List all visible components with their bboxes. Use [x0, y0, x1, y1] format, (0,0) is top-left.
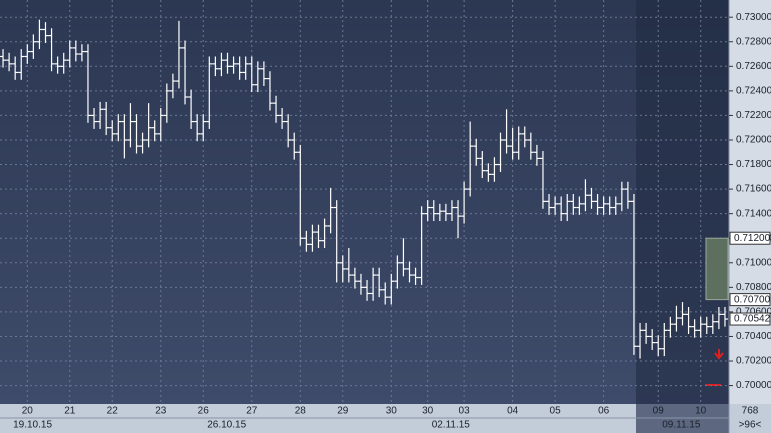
- x-tick-label: 05: [550, 406, 562, 417]
- y-tick-label: 0.70600: [736, 307, 771, 318]
- x-tick-label: 30: [422, 406, 434, 417]
- date-label: 19.10.15: [13, 420, 52, 431]
- alert-arrow: [714, 349, 724, 360]
- scale-info: 768: [742, 406, 759, 417]
- y-tick-label: 0.72600: [736, 61, 771, 72]
- y-tick-label: 0.70000: [736, 380, 771, 391]
- x-tick-label: 09: [653, 406, 665, 417]
- y-tick-label: 0.71600: [736, 184, 771, 195]
- y-tick-label: 0.72000: [736, 135, 771, 146]
- y-tick-label: 0.72400: [736, 86, 771, 97]
- price-axis-panel: [729, 0, 771, 404]
- plot-background: [0, 0, 729, 404]
- last-price-label: 0.70542: [734, 314, 771, 325]
- date-label: 02.11.15: [432, 420, 471, 431]
- x-tick-label: 03: [459, 406, 471, 417]
- marker-zone: [705, 237, 729, 301]
- x-tick-label: 29: [337, 406, 349, 417]
- x-tick-label: 20: [22, 406, 34, 417]
- date-label: 09.11.15: [662, 420, 701, 431]
- x-tick-label: 04: [507, 406, 519, 417]
- x-tick-label: 06: [598, 406, 610, 417]
- y-tick-label: 0.72200: [736, 110, 771, 121]
- marker-label-box: [729, 293, 771, 307]
- date-label: 26.10.15: [207, 420, 246, 431]
- scale-info: >96<: [739, 420, 762, 431]
- x-tick-label: 28: [295, 406, 307, 417]
- y-tick-label: 0.71800: [736, 159, 771, 170]
- x-tick-label: 27: [246, 406, 258, 417]
- marker-label: 0.71200: [734, 233, 771, 244]
- marker-label-box: [729, 231, 771, 245]
- x-tick-label: 26: [198, 406, 210, 417]
- alert-icons: [705, 349, 724, 386]
- y-tick-label: 0.73000: [736, 12, 771, 23]
- y-tick-label: 0.71000: [736, 257, 771, 268]
- x-tick-label: 21: [64, 406, 76, 417]
- x-tick-label: 10: [695, 406, 707, 417]
- x-tick-label: 30: [386, 406, 398, 417]
- y-tick-label: 0.70400: [736, 331, 771, 342]
- y-tick-label: 0.70200: [736, 356, 771, 367]
- y-tick-label: 0.71400: [736, 208, 771, 219]
- y-tick-label: 0.72800: [736, 36, 771, 47]
- x-tick-label: 22: [107, 406, 119, 417]
- marker-label: 0.70700: [734, 294, 771, 305]
- bars: [0, 19, 728, 359]
- x-tick-label: 23: [155, 406, 167, 417]
- y-tick-label: 0.70800: [736, 282, 771, 293]
- last-price-box: [729, 312, 771, 326]
- weekend-shade: [636, 0, 729, 404]
